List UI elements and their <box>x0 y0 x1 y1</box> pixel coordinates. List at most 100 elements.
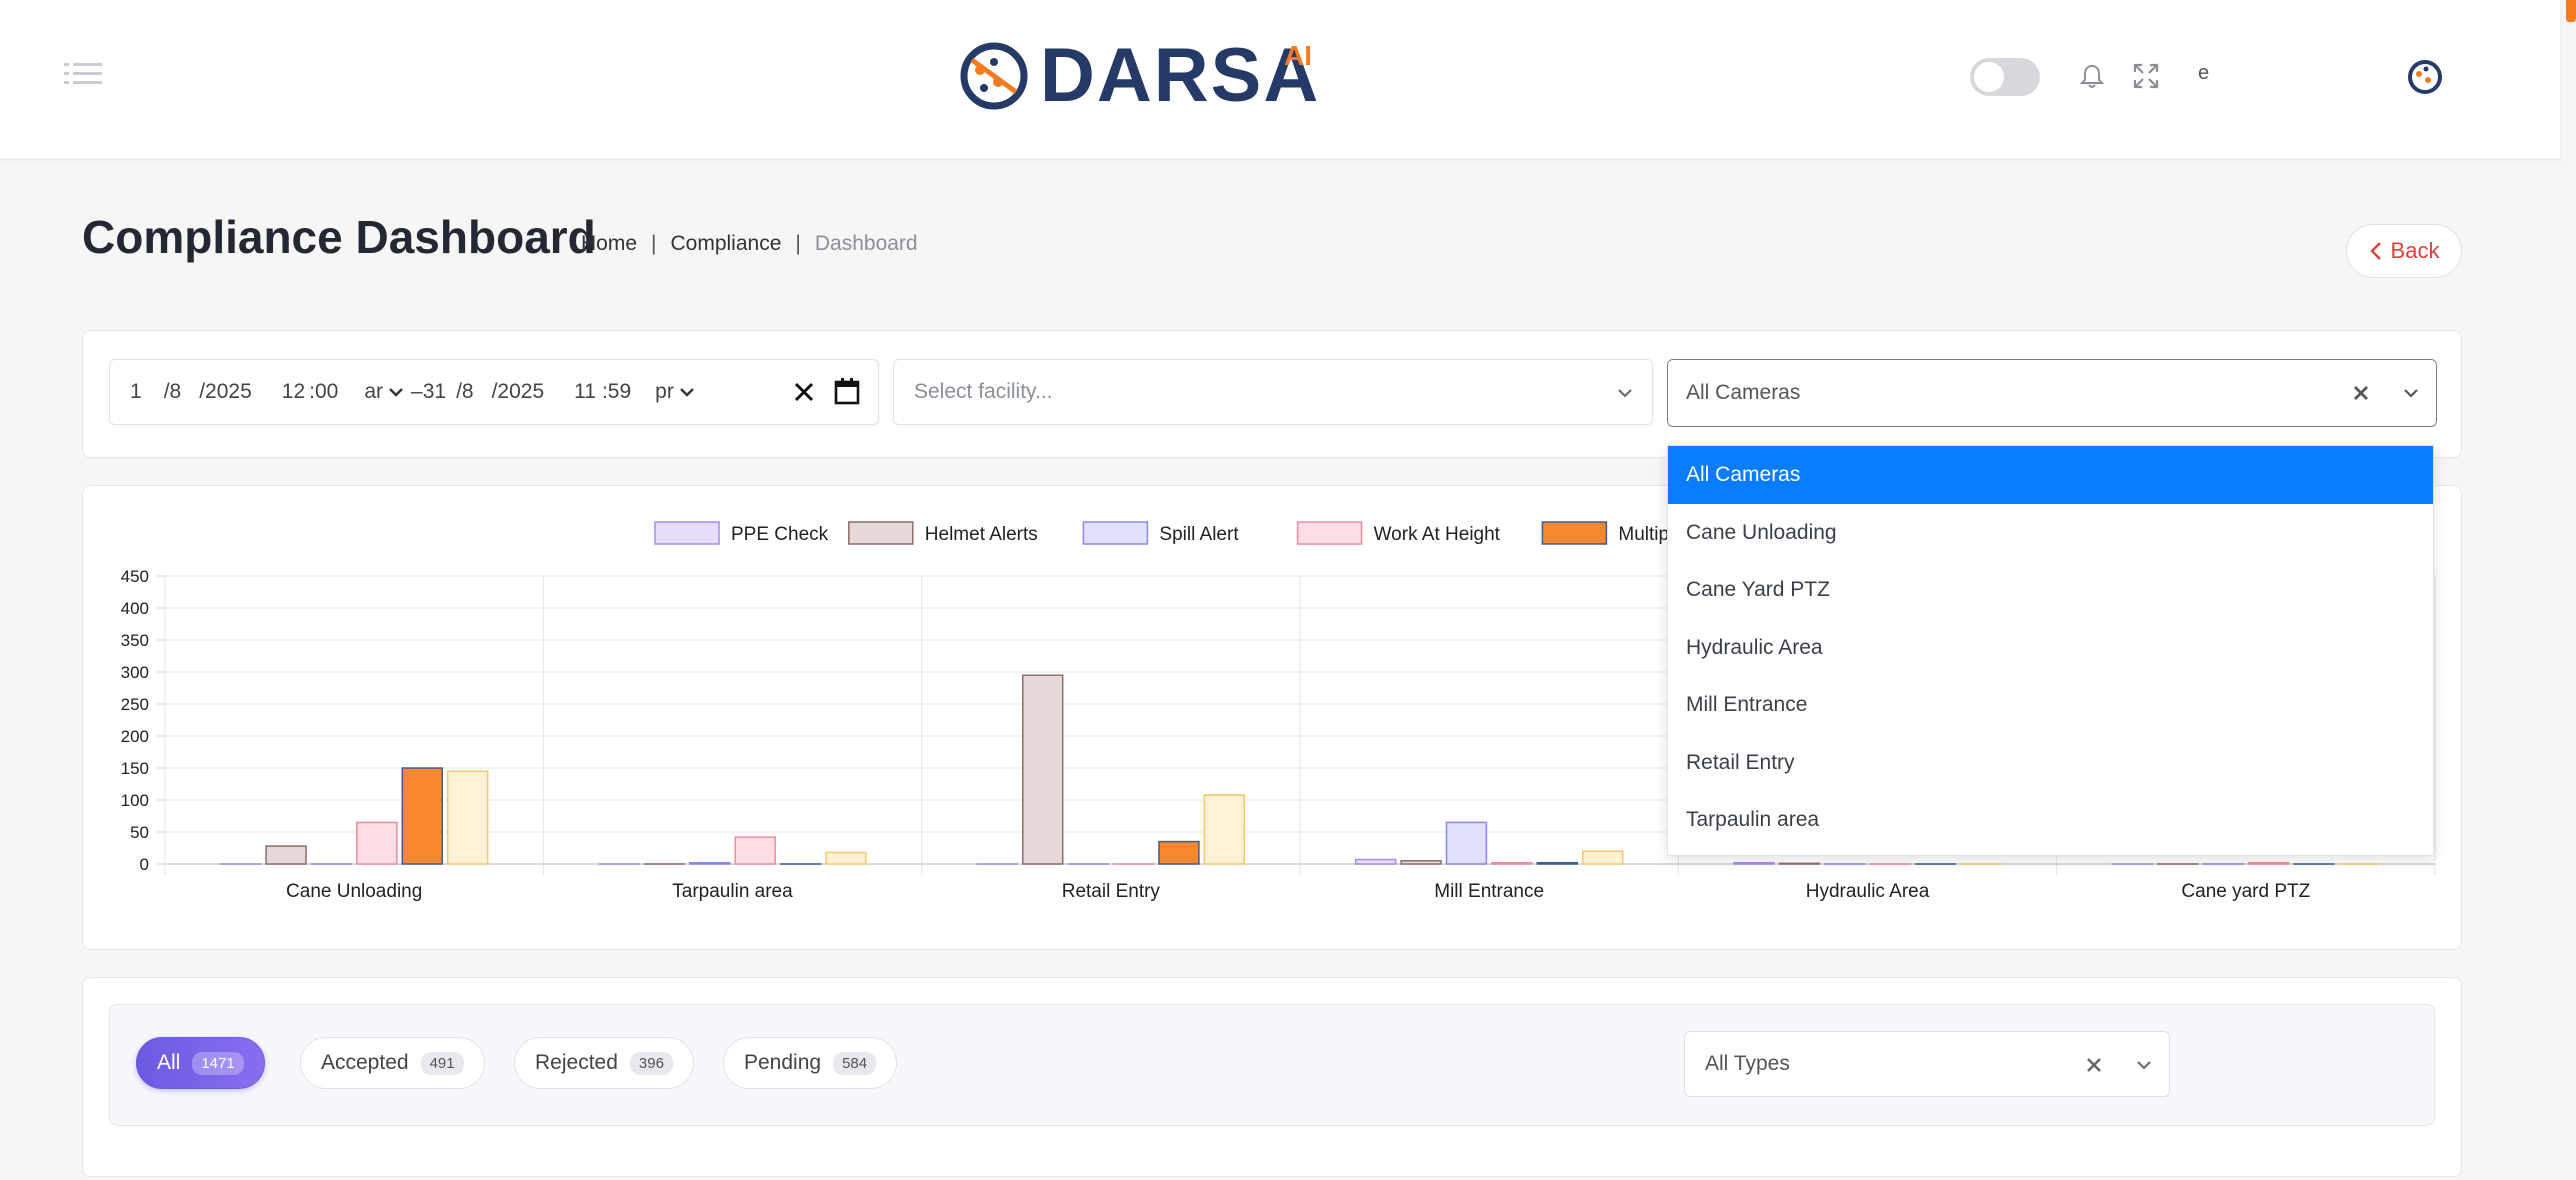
filter-card: 1 /8 /2025 12 :00 ar – 31 /8 /2025 11 :5… <box>82 330 2462 458</box>
count-badge: 1471 <box>192 1051 244 1075</box>
x-tick-label: Mill Entrance <box>1434 881 1544 902</box>
start-day[interactable]: 1 <box>130 380 142 403</box>
camera-select-value: All Cameras <box>1686 381 1801 404</box>
camera-option[interactable]: Tarpaulin area <box>1686 808 1820 831</box>
legend-swatch <box>848 521 914 545</box>
chevron-down-icon[interactable] <box>2133 1054 2155 1076</box>
legend-swatch <box>1082 521 1149 545</box>
types-select-value: All Types <box>1705 1052 1790 1075</box>
facility-select[interactable]: Select facility... <box>893 359 1653 425</box>
bar <box>1491 861 1533 865</box>
back-button[interactable]: Back <box>2346 224 2462 278</box>
x-tick-label: Retail Entry <box>1062 881 1161 902</box>
count-badge: 396 <box>629 1051 673 1075</box>
count-badge: 584 <box>833 1051 877 1075</box>
logo-text: DARSA <box>1040 33 1321 118</box>
tab-accepted[interactable]: Accepted 491 <box>300 1037 485 1089</box>
breadcrumb-separator: | <box>651 232 657 255</box>
chevron-down-icon[interactable] <box>1614 382 1636 404</box>
clear-selection-icon[interactable] <box>2083 1054 2105 1076</box>
start-year[interactable]: /2025 <box>199 380 252 403</box>
darsa-logo[interactable]: DARSA AI <box>958 36 1318 116</box>
toggle-knob <box>1974 62 2004 92</box>
end-ampm[interactable]: pr <box>655 380 674 403</box>
end-hour[interactable]: 11 <box>574 380 596 403</box>
tab-pending[interactable]: Pending 584 <box>723 1037 898 1089</box>
camera-option[interactable]: Retail Entry <box>1686 750 1795 774</box>
date-range-picker[interactable]: 1 /8 /2025 12 :00 ar – 31 /8 /2025 11 :5… <box>109 359 879 425</box>
chevron-down-icon[interactable] <box>387 385 405 399</box>
page-title: Compliance Dashboard <box>82 211 596 263</box>
y-tick-label: 0 <box>140 855 149 874</box>
language-selector[interactable]: e <box>2198 62 2210 84</box>
legend-label: Helmet Alerts <box>925 524 1038 545</box>
scrollbar-thumb[interactable] <box>2566 0 2576 22</box>
camera-option[interactable]: Cane Yard PTZ <box>1686 578 1830 601</box>
count-badge: 491 <box>420 1051 464 1075</box>
types-select[interactable]: All Types <box>1684 1031 2170 1097</box>
menu-toggle-icon[interactable] <box>64 62 102 86</box>
legend-swatch <box>1296 521 1363 545</box>
bar <box>825 851 867 865</box>
camera-option[interactable]: Hydraulic Area <box>1686 635 1823 659</box>
facility-placeholder: Select facility... <box>914 380 1053 403</box>
x-tick-label: Hydraulic Area <box>1806 881 1930 902</box>
tab-label: Pending <box>744 1051 822 1074</box>
back-button-label: Back <box>2390 238 2440 263</box>
user-avatar-icon[interactable] <box>2406 58 2444 96</box>
y-tick-label: 200 <box>121 727 149 746</box>
chevron-down-icon[interactable] <box>2400 382 2422 404</box>
camera-option[interactable]: Mill Entrance <box>1686 693 1808 716</box>
end-minute[interactable]: :59 <box>601 380 632 403</box>
bar <box>734 836 776 865</box>
camera-dropdown-list: All Cameras Cane Unloading Cane Yard PTZ Hy… <box>1667 445 2434 856</box>
camera-option[interactable]: Cane Unloading <box>1686 520 1837 544</box>
start-minute[interactable]: :00 <box>309 380 339 403</box>
breadcrumb: Home | Compliance | Dashboard <box>581 232 918 256</box>
legend-label: Work At Height <box>1374 524 1501 545</box>
breadcrumb-current: Dashboard <box>814 232 918 255</box>
start-hour[interactable]: 12 <box>281 380 306 403</box>
bar <box>1733 861 1775 865</box>
logo-mark-icon <box>960 42 1028 110</box>
start-month[interactable]: /8 <box>163 380 182 403</box>
y-tick-label: 300 <box>121 663 149 682</box>
legend-label: PPE Check <box>731 524 829 545</box>
bar <box>1400 860 1442 865</box>
legend-label: Spill Alert <box>1159 524 1239 545</box>
chevron-down-icon[interactable] <box>678 385 696 399</box>
end-month[interactable]: /8 <box>456 380 474 403</box>
bar <box>1022 674 1064 865</box>
breadcrumb-home[interactable]: Home <box>581 232 638 255</box>
theme-toggle[interactable] <box>1970 58 2040 96</box>
x-tick-label: Cane Unloading <box>286 881 422 902</box>
bar <box>1158 840 1200 865</box>
tab-rejected[interactable]: Rejected 396 <box>514 1037 694 1089</box>
clear-selection-icon[interactable] <box>2350 382 2372 404</box>
tab-label: Accepted <box>321 1051 409 1074</box>
legend-swatch <box>654 521 720 545</box>
x-tick-label: Tarpaulin area <box>672 881 793 902</box>
end-year[interactable]: /2025 <box>491 380 545 403</box>
bar <box>689 861 731 865</box>
fullscreen-icon[interactable] <box>2132 62 2160 90</box>
y-tick-label: 250 <box>121 695 149 714</box>
bar <box>446 770 489 865</box>
calendar-icon[interactable] <box>832 376 862 406</box>
camera-option[interactable]: All Cameras <box>1668 446 2433 504</box>
range-separator: – <box>411 380 423 403</box>
tab-all[interactable]: All 1471 <box>136 1037 265 1089</box>
clear-date-icon[interactable] <box>790 378 818 406</box>
end-day[interactable]: 31 <box>422 380 447 403</box>
legend-swatch <box>1541 521 1608 545</box>
logo-ai-text: AI <box>1284 40 1312 71</box>
y-tick-label: 100 <box>121 791 149 810</box>
bar <box>1778 862 1821 865</box>
bar <box>1536 861 1578 865</box>
breadcrumb-compliance[interactable]: Compliance <box>670 232 782 255</box>
top-navbar: DARSA AI e <box>0 0 2560 158</box>
start-ampm[interactable]: ar <box>364 380 384 403</box>
camera-select[interactable]: All Cameras <box>1667 359 2437 427</box>
bell-icon[interactable] <box>2078 62 2106 90</box>
bar <box>2247 861 2290 865</box>
